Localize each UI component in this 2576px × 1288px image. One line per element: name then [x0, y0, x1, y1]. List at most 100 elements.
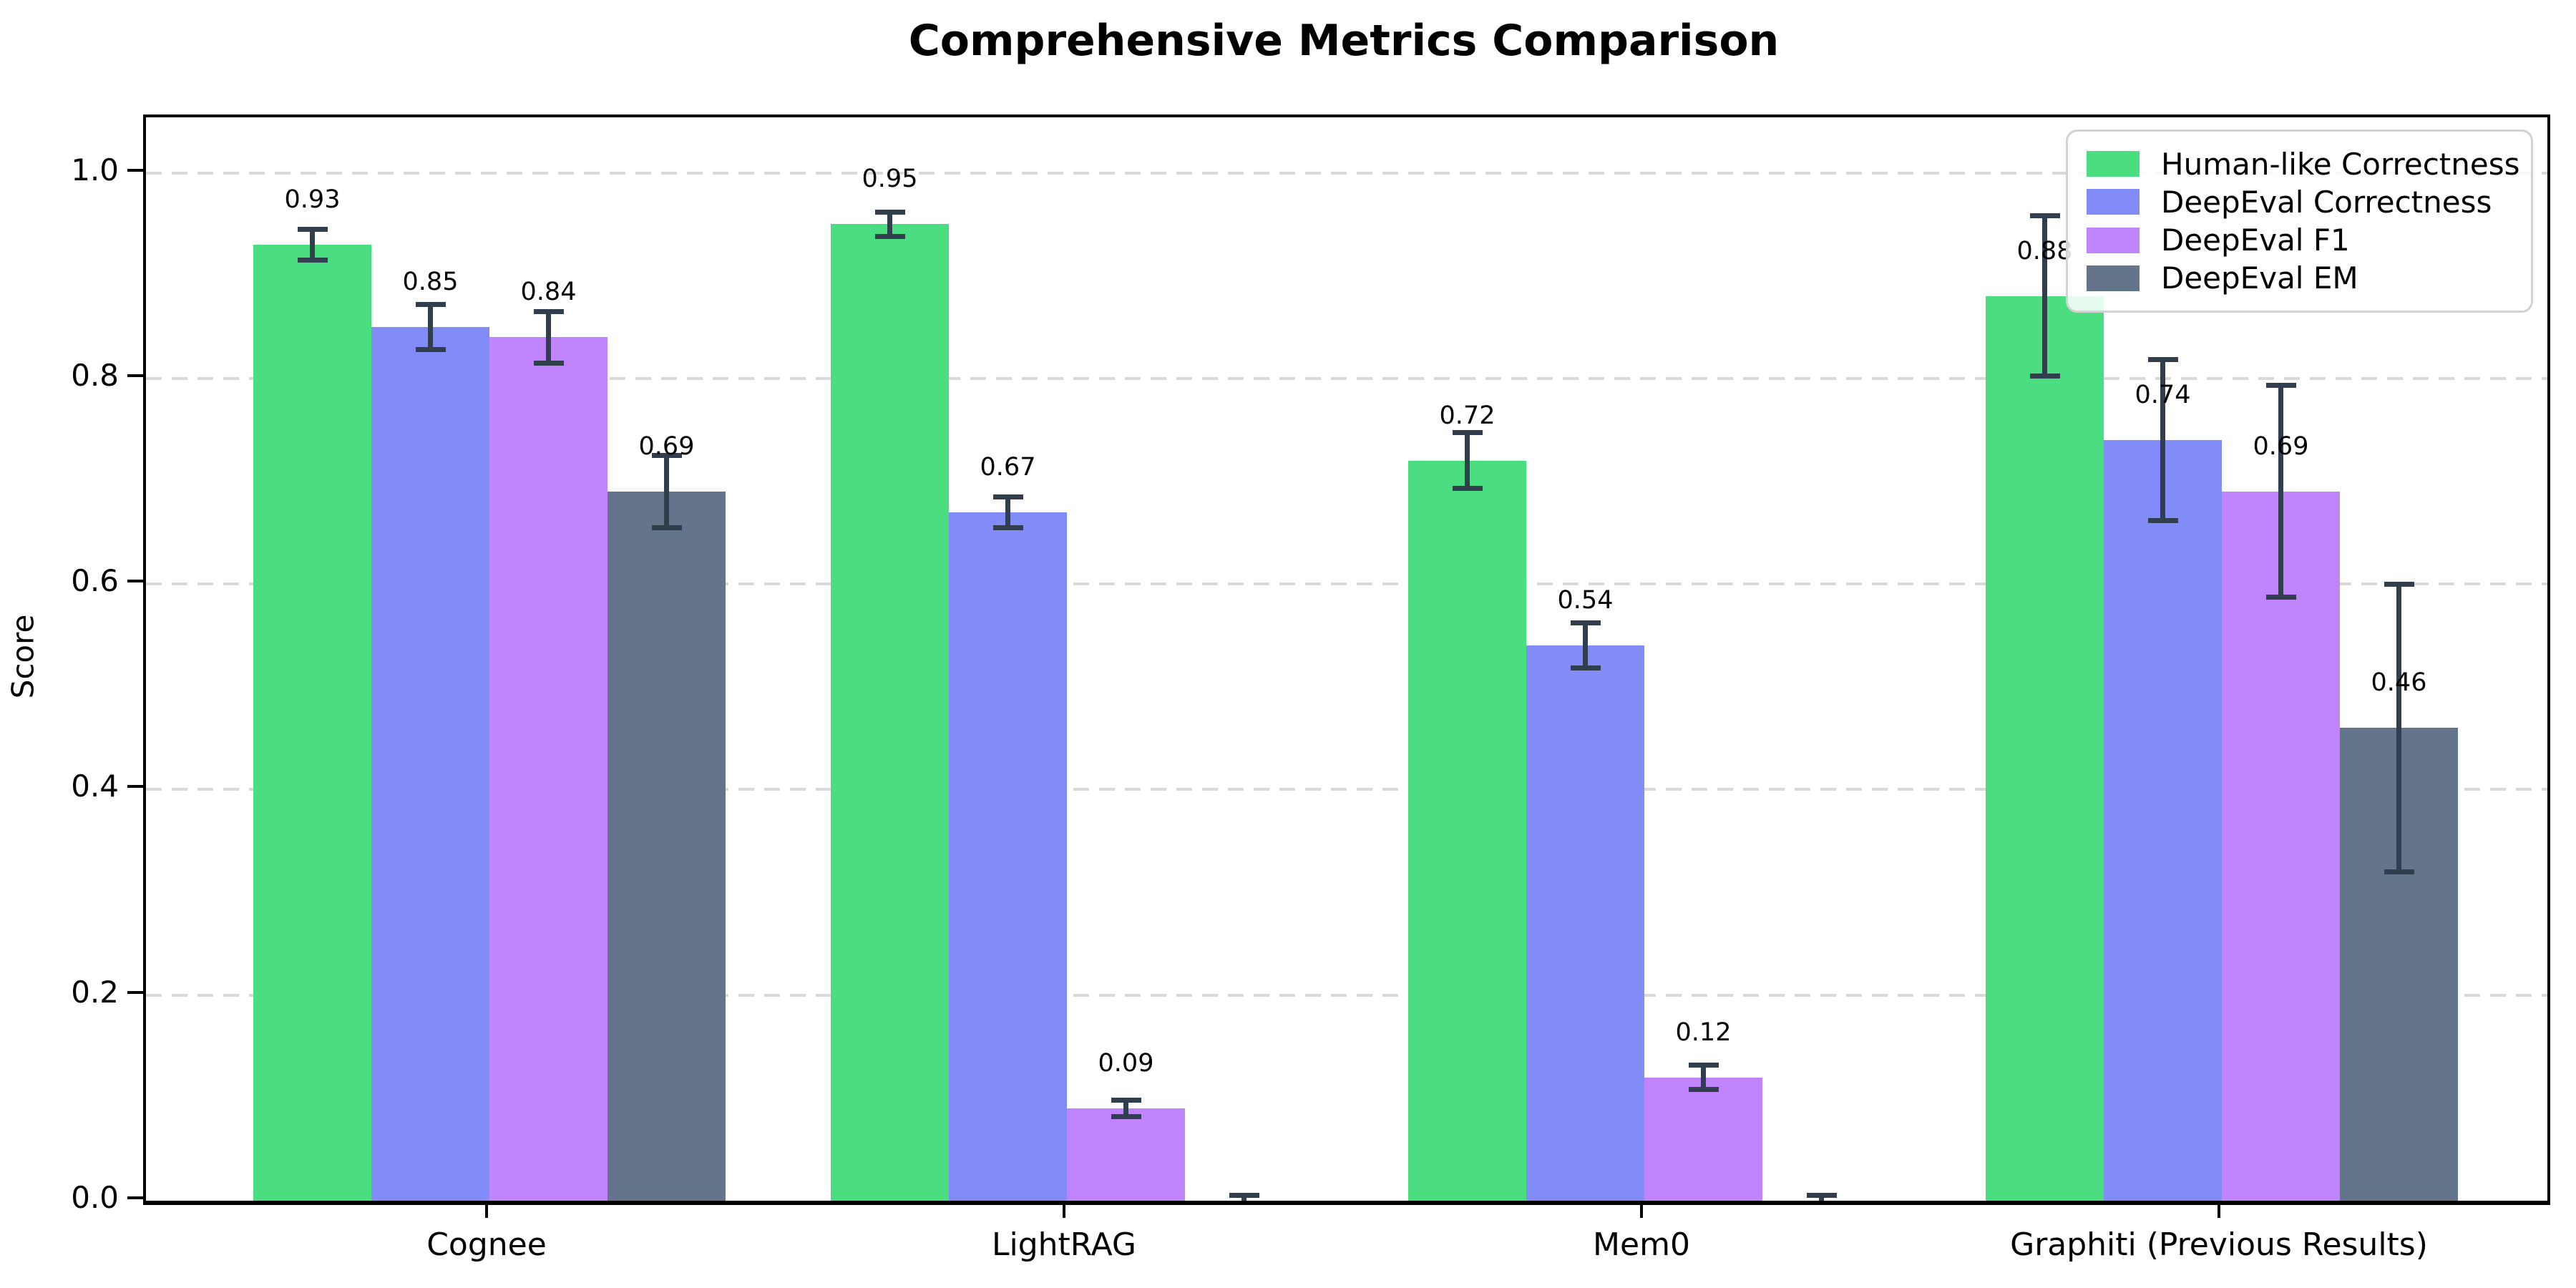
error-bar: [546, 311, 551, 364]
error-bar-cap-bottom: [874, 234, 905, 240]
error-bar-cap-bottom: [992, 525, 1023, 530]
legend-swatch-icon: [2087, 189, 2140, 215]
error-bar-cap-top: [874, 209, 905, 215]
bar-value-label: 0.12: [1675, 1018, 1732, 1047]
x-tick-label: Graphiti (Previous Results): [2010, 1226, 2428, 1263]
error-bar-cap-top: [1229, 1193, 1259, 1199]
error-bar-cap-bottom: [2147, 517, 2178, 523]
legend-swatch-icon: [2087, 265, 2140, 291]
error-bar: [2160, 359, 2165, 521]
legend-label: DeepEval F1: [2161, 223, 2350, 258]
bar-value-label: 0.69: [638, 431, 695, 461]
error-bar-cap-top: [2029, 213, 2060, 219]
legend-swatch-icon: [2087, 151, 2140, 177]
bar-value-label: 0.69: [2253, 431, 2309, 461]
error-bar-cap-top: [1688, 1062, 1719, 1068]
bar-deepeval-f1: [489, 337, 608, 1201]
y-tick-mark: [127, 168, 143, 172]
legend-swatch-icon: [2087, 227, 2140, 253]
bar-value-label: 0.74: [2135, 381, 2191, 410]
error-bar-cap-top: [2384, 581, 2414, 587]
legend-item: Human-like Correctness: [2087, 146, 2520, 182]
error-bar-cap-bottom: [533, 360, 564, 366]
y-tick-label: 1.0: [71, 152, 119, 187]
error-bar-cap-bottom: [2029, 374, 2060, 379]
legend-label: DeepEval EM: [2161, 260, 2358, 296]
error-bar-cap-bottom: [297, 258, 328, 263]
legend-label: Human-like Correctness: [2161, 146, 2520, 182]
error-bar-cap-bottom: [1452, 486, 1483, 492]
error-bar: [2396, 584, 2401, 872]
legend-label: DeepEval Correctness: [2161, 184, 2492, 220]
y-tick-mark: [127, 580, 143, 583]
bar-value-label: 0.54: [1557, 586, 1614, 615]
error-bar: [1005, 497, 1010, 528]
bar-value-label: 0.72: [1439, 401, 1496, 430]
error-bar: [428, 304, 433, 350]
error-bar-cap-bottom: [1570, 665, 1601, 671]
legend: Human-like Correctness DeepEval Correctne…: [2066, 130, 2533, 313]
error-bar-cap-top: [415, 301, 446, 307]
bar-value-label: 0.09: [1098, 1048, 1154, 1078]
x-tick-mark: [2218, 1202, 2220, 1218]
bar-deepeval-correctness: [371, 327, 489, 1201]
y-tick-label: 0.8: [71, 357, 119, 393]
error-bar-cap-top: [992, 494, 1023, 499]
bar-value-label: 0.95: [862, 165, 918, 194]
bar-deepeval-f1: [1067, 1108, 1185, 1201]
bar-value-label: 0.46: [2371, 668, 2427, 698]
y-tick-label: 0.4: [71, 769, 119, 804]
error-bar-cap-top: [2147, 357, 2178, 363]
error-bar-cap-top: [1570, 620, 1601, 626]
error-bar-cap-top: [297, 227, 328, 233]
x-tick-mark: [485, 1202, 488, 1218]
gridline: [146, 993, 2547, 997]
error-bar-cap-bottom: [2265, 595, 2296, 600]
error-bar: [887, 212, 892, 237]
bar-deepeval-correctness: [2104, 440, 2222, 1201]
error-bar-cap-top: [651, 453, 682, 459]
bar-deepeval-correctness: [1526, 645, 1644, 1201]
legend-item: DeepEval F1: [2087, 223, 2512, 258]
error-bar: [1123, 1100, 1128, 1117]
x-tick-mark: [1640, 1202, 1643, 1218]
bar-value-label: 0.85: [402, 268, 459, 297]
gridline: [146, 171, 2547, 175]
bar-value-label: 0.67: [980, 452, 1036, 482]
bar-deepeval-em: [608, 491, 726, 1201]
y-tick-label: 0.0: [71, 1180, 119, 1215]
y-tick-mark: [127, 374, 143, 377]
x-tick-mark: [1063, 1202, 1065, 1218]
error-bar-cap-bottom: [1688, 1087, 1719, 1093]
error-bar: [1701, 1065, 1706, 1090]
x-tick-label: Mem0: [1593, 1226, 1690, 1263]
y-tick-label: 0.2: [71, 974, 119, 1010]
error-bar: [664, 455, 669, 528]
bar-human-like-correctness: [253, 245, 371, 1201]
error-bar: [2278, 385, 2283, 597]
error-bar-cap-bottom: [2384, 869, 2414, 874]
gridline: [146, 582, 2547, 586]
error-bar: [1241, 1195, 1246, 1201]
gridline: [146, 376, 2547, 380]
bar-deepeval-f1: [2222, 491, 2340, 1201]
error-bar: [1583, 623, 1588, 668]
bar-value-label: 0.93: [284, 185, 341, 215]
error-bar-cap-top: [1452, 430, 1483, 436]
error-bar: [2042, 215, 2047, 376]
y-tick-mark: [127, 1196, 143, 1199]
x-tick-label: Cognee: [426, 1226, 547, 1263]
error-bar: [1819, 1195, 1824, 1201]
error-bar-cap-bottom: [1111, 1113, 1141, 1119]
gridline: [146, 788, 2547, 791]
bar-deepeval-f1: [1644, 1077, 1762, 1201]
bar-human-like-correctness: [1986, 296, 2104, 1201]
x-tick-label: LightRAG: [991, 1226, 1137, 1263]
error-bar: [310, 229, 315, 260]
error-bar-cap-top: [533, 308, 564, 314]
bar-human-like-correctness: [1408, 460, 1526, 1201]
error-bar-cap-bottom: [415, 347, 446, 353]
chart-title: Comprehensive Metrics Comparison: [908, 16, 1780, 66]
bar-value-label: 0.84: [520, 278, 577, 307]
